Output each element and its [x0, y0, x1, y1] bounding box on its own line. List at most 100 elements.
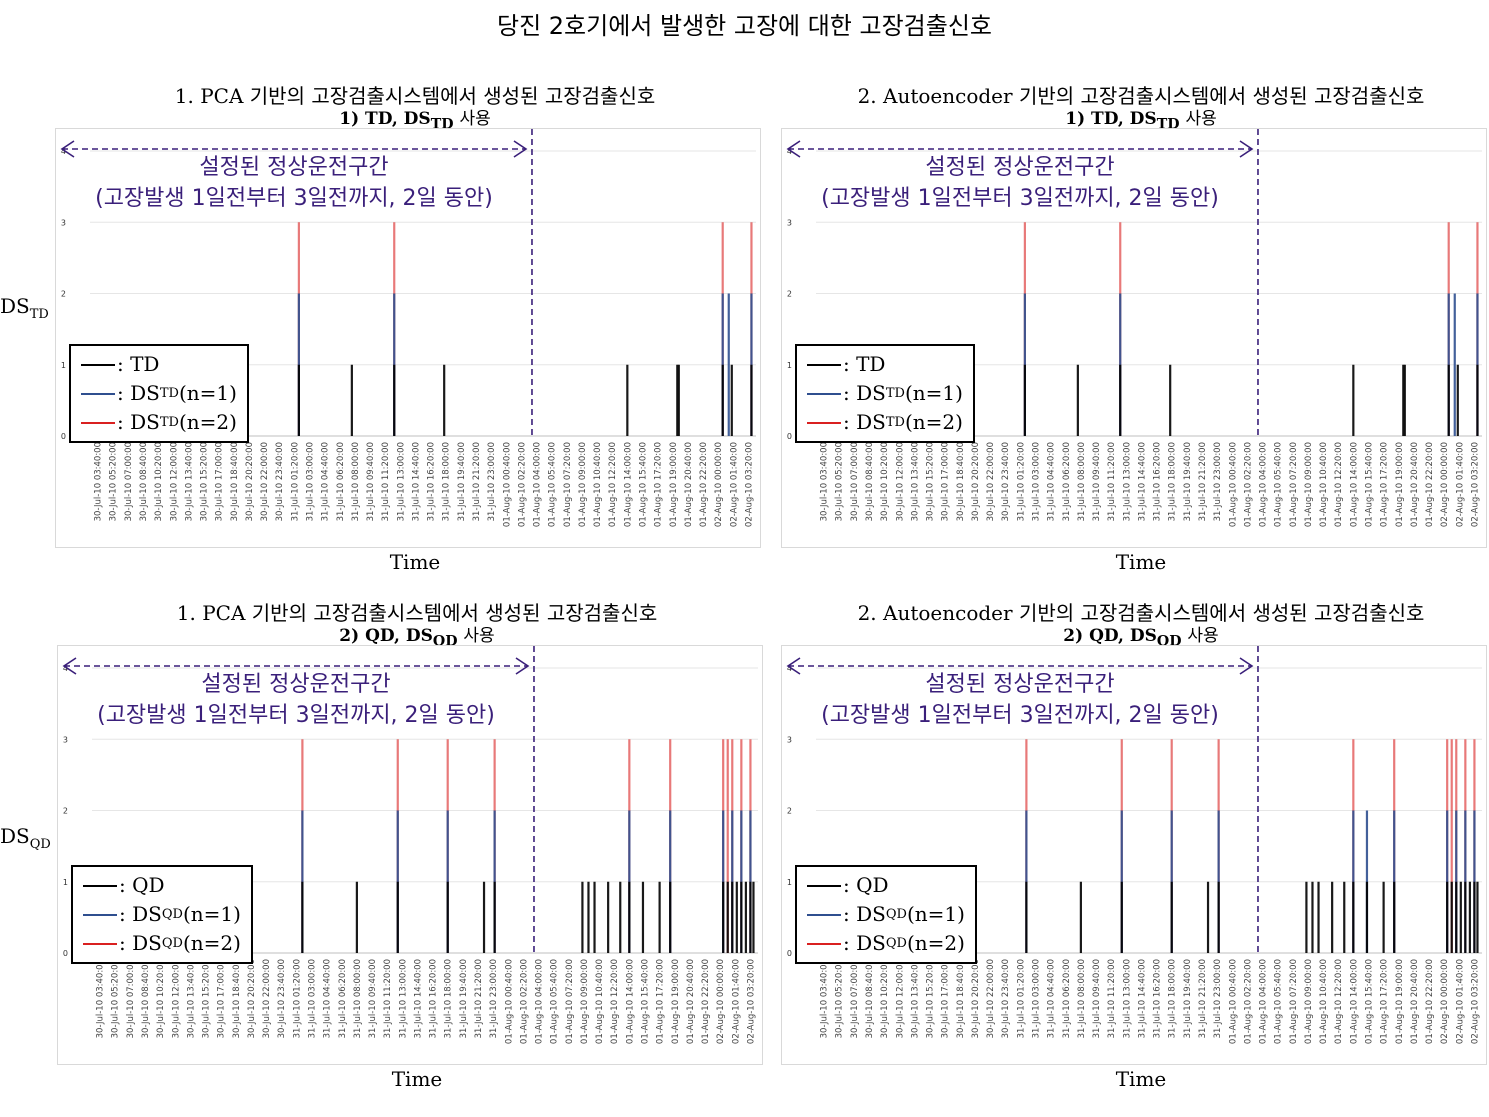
- panel-ae-qd: 2. Autoencoder 기반의 고장검출시스템에서 생성된 고장검출신호 2…: [781, 597, 1489, 1117]
- x-tick-label: 01-Aug-10 10:40:00: [595, 959, 605, 1044]
- x-tick-label: 31-Jul-10 04:40:00: [323, 959, 333, 1038]
- panel-title-kr: 기반의 고장검출시스템에서 생성된 고장검출신호: [251, 601, 658, 625]
- y-label-qd: DSQD: [0, 824, 51, 852]
- legend-label-sub: TD: [159, 415, 179, 430]
- legend-label: : DS: [119, 931, 162, 955]
- x-tick-label: 02-Aug-10 01:40:00: [731, 959, 741, 1044]
- x-tick-label: 30-Jul-10 15:20:00: [926, 442, 936, 521]
- chart-svg: 0 1 2 3 4 30-Jul-10 03:40:00 30-Jul-10 05:20:0…: [786, 129, 1482, 527]
- x-tick-label: 31-Jul-10 16:20:00: [427, 442, 437, 521]
- y-tick-label: 1: [787, 361, 792, 370]
- legend-swatch: [807, 392, 841, 395]
- x-tick-label: 31-Jul-10 09:40:00: [368, 959, 378, 1038]
- x-tick-label: 30-Jul-10 20:20:00: [971, 442, 981, 521]
- x-tick-label: 01-Aug-10 02:20:00: [517, 442, 527, 527]
- x-tick-label: 31-Jul-10 01:20:00: [1016, 959, 1026, 1038]
- x-tick-label: 31-Jul-10 04:40:00: [321, 442, 331, 521]
- panel-pca-td: 1. PCA 기반의 고장검출시스템에서 생성된 고장검출신호 1) TD, DS…: [55, 80, 775, 600]
- arrow-left-head: [62, 657, 77, 675]
- x-tick-label: 01-Aug-10 10:40:00: [593, 442, 603, 527]
- x-tick-label: 01-Aug-10 02:20:00: [1243, 442, 1253, 527]
- legend-item: : DS QD (n=2): [807, 929, 965, 958]
- arrow-left-head: [786, 140, 801, 158]
- legend-label: : TD: [843, 352, 886, 376]
- x-tick-label: 31-Jul-10 11:20:00: [383, 959, 393, 1038]
- x-tick-label: 30-Jul-10 05:20:00: [111, 959, 121, 1038]
- x-tick-label: 31-Jul-10 21:20:00: [474, 959, 484, 1038]
- y-tick-label: 3: [787, 735, 792, 744]
- x-tick-label: 31-Jul-10 06:20:00: [1062, 442, 1072, 521]
- x-tick-label: 31-Jul-10 11:20:00: [381, 442, 391, 521]
- x-tick-label: 31-Jul-10 09:40:00: [1092, 442, 1102, 521]
- x-tick-label: 30-Jul-10 20:20:00: [971, 959, 981, 1038]
- figure-title: 당진 2호기에서 발생한 고장에 대한 고장검출신호: [496, 12, 992, 40]
- legend-label-sub: TD: [159, 386, 179, 401]
- legend-item: : TD: [81, 350, 237, 379]
- x-tick-label: 31-Jul-10 21:20:00: [472, 442, 482, 521]
- normal-region-title: 설정된 정상운전구간: [199, 155, 389, 180]
- x-tick-label: 31-Jul-10 09:40:00: [1092, 959, 1102, 1038]
- arrow-right-head: [1239, 140, 1254, 158]
- x-tick-label: 01-Aug-10 20:40:00: [684, 442, 694, 527]
- x-tick-label: 01-Aug-10 19:00:00: [1395, 442, 1405, 527]
- legend-label: : QD: [119, 873, 165, 897]
- y-tick-label: 3: [787, 218, 792, 227]
- legend-swatch: [83, 913, 117, 916]
- x-tick-label: 01-Aug-10 12:20:00: [1334, 959, 1344, 1044]
- x-tick-label: 02-Aug-10 01:40:00: [729, 442, 739, 527]
- x-tick-label: 30-Jul-10 05:20:00: [835, 959, 845, 1038]
- x-tick-label: 30-Jul-10 17:00:00: [941, 442, 951, 521]
- x-tick-label: 30-Jul-10 08:40:00: [141, 959, 151, 1038]
- legend-label: : DS: [117, 381, 160, 405]
- x-tick-label: 30-Jul-10 22:00:00: [986, 442, 996, 521]
- x-axis-title: Time: [391, 1067, 443, 1091]
- x-tick-label: 31-Jul-10 21:20:00: [1198, 959, 1208, 1038]
- y-tick-label: 2: [787, 807, 792, 816]
- legend-item: : DS TD (n=2): [807, 408, 963, 437]
- panel-title-num: 2. Autoencoder: [857, 84, 1013, 108]
- normal-region-title: 설정된 정상운전구간: [925, 672, 1115, 697]
- x-tick-label: 30-Jul-10 03:40:00: [820, 959, 830, 1038]
- x-tick-label: 01-Aug-10 19:00:00: [671, 959, 681, 1044]
- x-tick-label: 30-Jul-10 23:40:00: [1001, 959, 1011, 1038]
- x-tick-label: 30-Jul-10 08:40:00: [865, 959, 875, 1038]
- legend-label-suffix: (n=2): [904, 410, 963, 434]
- y-tick-label: 4: [63, 664, 68, 673]
- x-tick-label: 31-Jul-10 08:00:00: [1077, 959, 1087, 1038]
- x-tick-label: 31-Jul-10 13:00:00: [398, 959, 408, 1038]
- x-tick-label: 31-Jul-10 08:00:00: [353, 959, 363, 1038]
- x-tick-label: 01-Aug-10 15:40:00: [1364, 959, 1374, 1044]
- x-tick-label: 30-Jul-10 22:00:00: [986, 959, 996, 1038]
- x-tick-label: 01-Aug-10 09:00:00: [1304, 442, 1314, 527]
- x-tick-label: 01-Aug-10 17:20:00: [654, 442, 664, 527]
- legend-item: : DS QD (n=1): [807, 900, 965, 929]
- chart-area: 0 1 2 3 4 30-Jul-10 03:40:00 30-Jul-10 05:20:0…: [781, 128, 1487, 548]
- x-tick-label: 31-Jul-10 23:00:00: [487, 442, 497, 521]
- panel-subtitle-kr: 사용: [1187, 626, 1219, 646]
- panel-subtitle-num: 1) TD, DS: [339, 109, 431, 129]
- x-tick-label: 01-Aug-10 04:00:00: [1259, 959, 1269, 1044]
- panel-title-kr: 기반의 고장검출시스템에서 생성된 고장검출신호: [249, 84, 656, 108]
- y-tick-label: 0: [63, 949, 68, 958]
- x-tick-label: 31-Jul-10 18:00:00: [1168, 959, 1178, 1038]
- x-axis-title: Time: [1115, 550, 1167, 574]
- x-tick-label: 30-Jul-10 07:00:00: [124, 442, 134, 521]
- x-tick-label: 01-Aug-10 22:20:00: [1425, 959, 1435, 1044]
- x-tick-label: 31-Jul-10 13:00:00: [1122, 442, 1132, 521]
- x-tick-label: 01-Aug-10 20:40:00: [1410, 959, 1420, 1044]
- x-tick-label: 30-Jul-10 07:00:00: [850, 959, 860, 1038]
- x-tick-label: 01-Aug-10 07:20:00: [565, 959, 575, 1044]
- x-tick-label: 31-Jul-10 06:20:00: [336, 442, 346, 521]
- y-tick-label: 1: [61, 361, 66, 370]
- normal-region-title: 설정된 정상운전구간: [201, 672, 391, 697]
- x-tick-label: 31-Jul-10 16:20:00: [429, 959, 439, 1038]
- x-tick-label: 31-Jul-10 19:40:00: [457, 442, 467, 521]
- x-tick-label: 01-Aug-10 10:40:00: [1319, 442, 1329, 527]
- legend-swatch: [83, 942, 117, 945]
- x-tick-label: 30-Jul-10 17:00:00: [217, 959, 227, 1038]
- x-tick-label: 02-Aug-10 01:40:00: [1455, 959, 1465, 1044]
- x-tick-label: 01-Aug-10 17:20:00: [1380, 442, 1390, 527]
- x-tick-label: 31-Jul-10 19:40:00: [459, 959, 469, 1038]
- y-label-qd-main: DS: [0, 824, 30, 848]
- legend-label-suffix: (n=1): [178, 381, 237, 405]
